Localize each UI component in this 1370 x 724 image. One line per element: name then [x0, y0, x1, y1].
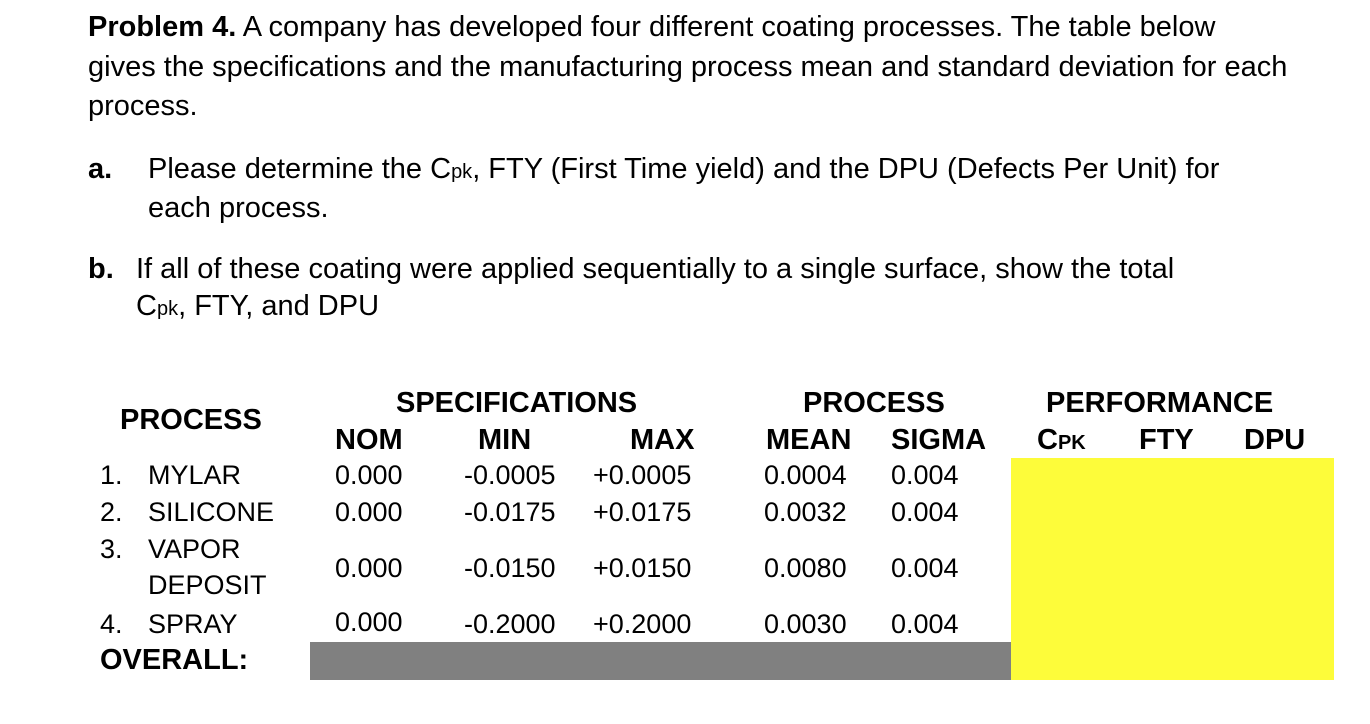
row1-nom: 0.000	[335, 460, 403, 490]
row3-number: 3.	[100, 534, 123, 564]
nom-header: NOM	[335, 424, 403, 456]
row1-mean: 0.0004	[764, 460, 847, 490]
row2-min: -0.0175	[464, 497, 556, 527]
row4-min: -0.2000	[464, 609, 556, 639]
row2-mean: 0.0032	[764, 497, 847, 527]
row1-process-name: MYLAR	[148, 460, 242, 490]
row3-mean: 0.0080	[764, 553, 847, 583]
row4-nom: 0.000	[335, 607, 403, 637]
item-a-line2: each process.	[148, 192, 329, 224]
cpk-header: Cpk	[1037, 424, 1086, 456]
item-b-marker: b.	[88, 253, 114, 285]
row4-max: +0.2000	[593, 609, 692, 639]
performance-answer-area[interactable]	[1011, 458, 1334, 680]
overall-shaded-area	[310, 642, 1011, 680]
row4-number: 4.	[100, 609, 123, 639]
problem-intro: Problem 4. A company has developed four …	[88, 8, 1288, 127]
row4-process-name: SPRAY	[148, 609, 238, 639]
process-stats-header: PROCESS	[803, 387, 945, 419]
row2-max: +0.0175	[593, 497, 692, 527]
sigma-header: SIGMA	[891, 424, 987, 456]
row1-number: 1.	[100, 460, 123, 490]
item-b-line2: Cpk, FTY, and DPU	[136, 290, 380, 322]
row3-sigma: 0.004	[891, 553, 959, 583]
row3-nom: 0.000	[335, 553, 403, 583]
mean-header: MEAN	[766, 424, 852, 456]
row2-process-name: SILICONE	[148, 497, 275, 527]
row1-sigma: 0.004	[891, 460, 959, 490]
row4-sigma: 0.004	[891, 609, 959, 639]
performance-header: PERFORMANCE	[1046, 387, 1274, 419]
fty-header: FTY	[1139, 424, 1194, 456]
item-a-line1: Please determine the Cpk, FTY (First Tim…	[148, 153, 1220, 185]
row2-number: 2.	[100, 497, 123, 527]
dpu-header: DPU	[1244, 424, 1306, 456]
row1-max: +0.0005	[593, 460, 692, 490]
process-column-header: PROCESS	[120, 404, 262, 436]
item-b-line1: If all of these coating were applied seq…	[136, 253, 1175, 285]
row2-sigma: 0.004	[891, 497, 959, 527]
row4-mean: 0.0030	[764, 609, 847, 639]
max-header: MAX	[630, 424, 695, 456]
min-header: MIN	[478, 424, 532, 456]
row2-nom: 0.000	[335, 497, 403, 527]
specifications-header: SPECIFICATIONS	[396, 387, 638, 419]
item-a-marker: a.	[88, 153, 113, 185]
problem-text: A company has developed four different c…	[88, 11, 1288, 122]
row3-process-name-line2: DEPOSIT	[148, 570, 267, 600]
row3-process-name: VAPOR	[148, 534, 241, 564]
overall-label: OVERALL:	[100, 644, 249, 676]
row3-max: +0.0150	[593, 553, 692, 583]
row1-min: -0.0005	[464, 460, 556, 490]
problem-label: Problem 4.	[88, 11, 237, 43]
row3-min: -0.0150	[464, 553, 556, 583]
